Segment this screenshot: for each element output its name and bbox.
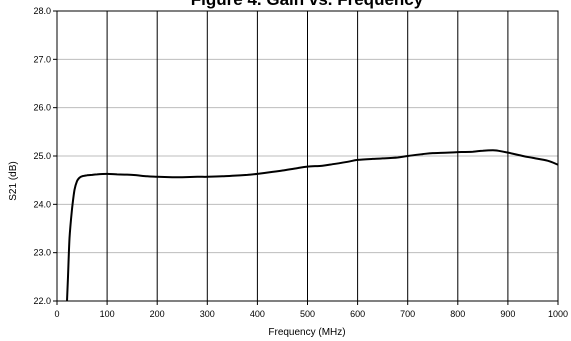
y-tick-label: 25.0 bbox=[33, 151, 51, 161]
x-tick-label: 200 bbox=[150, 309, 165, 319]
x-axis-ticks: 0 100 200 300 400 500 600 700 800 900 1000 bbox=[54, 301, 568, 319]
y-tick-label: 26.0 bbox=[33, 103, 51, 113]
x-tick-label: 0 bbox=[54, 309, 59, 319]
y-tick-label: 24.0 bbox=[33, 199, 51, 209]
x-tick-label: 300 bbox=[200, 309, 215, 319]
x-tick-label: 500 bbox=[300, 309, 315, 319]
x-tick-label: 700 bbox=[400, 309, 415, 319]
y-tick-label: 23.0 bbox=[33, 248, 51, 258]
chart-title: Figure 4. Gain vs. Frequency bbox=[191, 0, 424, 9]
x-tick-label: 1000 bbox=[548, 309, 568, 319]
vertical-gridlines bbox=[106, 11, 509, 301]
x-tick-label: 100 bbox=[100, 309, 115, 319]
x-tick-label: 600 bbox=[350, 309, 365, 319]
s21-gain-line bbox=[66, 149, 559, 302]
y-tick-label: 27.0 bbox=[33, 54, 51, 64]
x-tick-label: 900 bbox=[500, 309, 515, 319]
y-tick-label: 28.0 bbox=[33, 6, 51, 16]
y-tick-label: 22.0 bbox=[33, 296, 51, 306]
y-axis-ticks: 22.0 23.0 24.0 25.0 26.0 27.0 28.0 bbox=[33, 6, 57, 306]
x-tick-label: 800 bbox=[450, 309, 465, 319]
x-axis-label: Frequency (MHz) bbox=[268, 327, 345, 338]
y-axis-label: S21 (dB) bbox=[8, 161, 19, 200]
x-tick-label: 400 bbox=[250, 309, 265, 319]
